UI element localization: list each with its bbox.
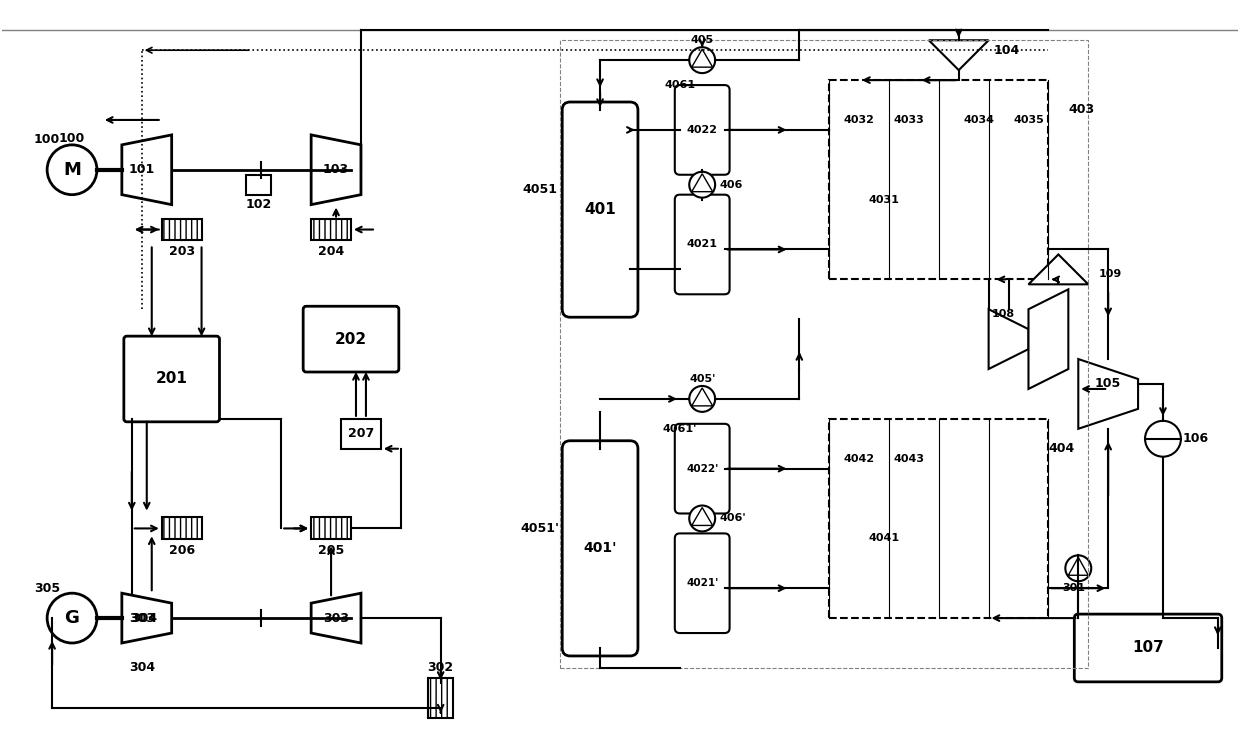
Text: 305: 305 [33,582,61,595]
Text: 206: 206 [169,544,195,557]
Text: 304: 304 [129,661,155,674]
Polygon shape [1079,359,1138,428]
Bar [247,175,272,195]
Polygon shape [311,593,361,643]
FancyBboxPatch shape [124,336,219,422]
Text: 4041: 4041 [868,533,899,543]
Bar [341,419,381,449]
Text: 4032: 4032 [843,115,874,125]
Text: 301: 301 [1061,583,1085,593]
Text: 203: 203 [169,245,195,258]
Text: 4034: 4034 [963,115,994,125]
Polygon shape [692,388,713,406]
Polygon shape [1028,289,1069,389]
Polygon shape [311,135,361,204]
Polygon shape [988,309,1028,369]
Text: 101: 101 [129,163,155,176]
Polygon shape [122,135,171,204]
Text: 303: 303 [324,612,348,625]
Circle shape [689,172,715,198]
Circle shape [47,593,97,643]
Text: 100: 100 [33,133,61,146]
Text: 4033: 4033 [894,115,924,125]
Text: 108: 108 [992,309,1016,319]
Text: 204: 204 [317,245,345,258]
FancyBboxPatch shape [303,306,399,372]
FancyBboxPatch shape [675,195,729,294]
Bar [161,518,202,539]
Text: 106: 106 [1183,432,1209,445]
Polygon shape [1028,255,1089,285]
Text: 4061': 4061' [662,424,697,434]
Text: 406: 406 [719,180,743,189]
Polygon shape [1069,557,1089,575]
Text: 4061: 4061 [665,80,696,90]
Text: 4031: 4031 [868,195,899,204]
Text: 104: 104 [993,43,1019,57]
Bar [311,219,351,240]
Text: 205: 205 [317,544,345,557]
Text: 105: 105 [1095,377,1121,390]
Bar [830,419,1048,618]
Text: 107: 107 [1132,640,1164,655]
Text: 303: 303 [129,612,155,625]
Circle shape [689,506,715,532]
FancyBboxPatch shape [675,85,729,175]
Polygon shape [692,508,713,526]
Circle shape [1145,421,1180,457]
Bar [161,219,202,240]
Text: 100: 100 [60,132,86,145]
Text: 4051': 4051' [521,522,559,535]
Text: 404: 404 [1048,442,1075,455]
Text: 4051: 4051 [523,184,558,196]
Text: 201: 201 [156,372,187,386]
Polygon shape [692,49,713,67]
Text: 405: 405 [691,35,714,45]
Text: 4043: 4043 [894,454,925,464]
Text: 4022': 4022' [686,464,718,473]
Polygon shape [692,174,713,192]
Text: 304: 304 [130,612,156,625]
Polygon shape [929,40,988,70]
Bar [830,80,1048,279]
Text: 4021: 4021 [687,240,718,249]
FancyBboxPatch shape [675,533,729,633]
Text: 4035: 4035 [1013,115,1044,125]
Bar [311,518,351,539]
Text: 103: 103 [322,163,350,176]
Polygon shape [122,593,171,643]
Text: 401: 401 [584,202,616,217]
Circle shape [689,386,715,412]
Text: 403: 403 [1069,103,1095,117]
Bar [428,678,453,718]
Text: 109: 109 [1099,270,1121,279]
Circle shape [689,47,715,73]
FancyBboxPatch shape [562,102,637,318]
Text: 405': 405' [689,374,715,384]
Text: 406': 406' [719,514,746,524]
Text: 102: 102 [246,198,272,211]
FancyBboxPatch shape [562,440,637,656]
Text: 302: 302 [428,661,454,674]
Circle shape [47,145,97,195]
Text: M: M [63,161,81,179]
Text: 202: 202 [335,332,367,347]
Text: 207: 207 [348,427,374,440]
Bar [560,40,1089,668]
Circle shape [1065,555,1091,581]
Text: 4022: 4022 [687,125,718,135]
Text: 4021': 4021' [686,578,718,588]
Text: G: G [64,609,79,627]
Text: 401': 401' [583,542,616,555]
FancyBboxPatch shape [1074,614,1221,682]
FancyBboxPatch shape [675,424,729,514]
Text: 4042: 4042 [843,454,874,464]
